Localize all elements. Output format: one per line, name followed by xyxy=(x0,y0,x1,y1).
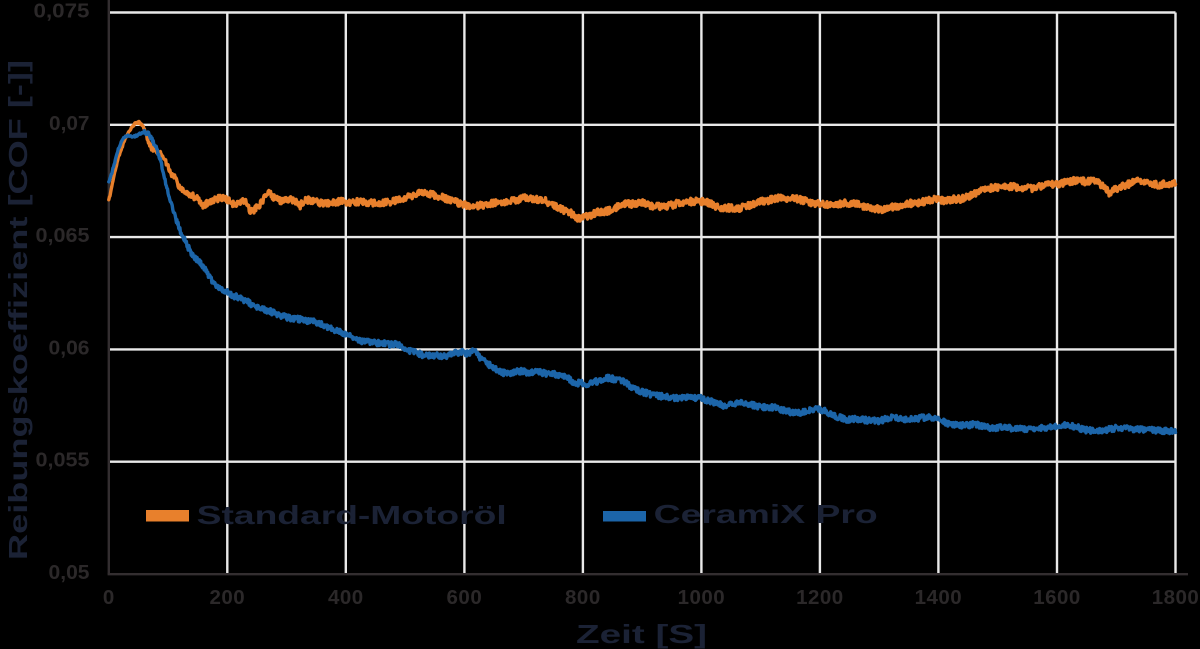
svg-text:0: 0 xyxy=(103,586,115,609)
svg-text:CeramiX Pro: CeramiX Pro xyxy=(654,499,878,529)
svg-text:200: 200 xyxy=(209,586,245,609)
svg-text:1400: 1400 xyxy=(915,586,963,609)
svg-text:1000: 1000 xyxy=(678,586,726,609)
svg-text:600: 600 xyxy=(447,586,483,609)
svg-text:Standard-Motoröl: Standard-Motoröl xyxy=(197,500,507,530)
svg-text:400: 400 xyxy=(328,586,364,609)
svg-text:0,05: 0,05 xyxy=(49,561,90,584)
svg-text:1600: 1600 xyxy=(1033,586,1081,609)
svg-text:0,065: 0,065 xyxy=(36,224,90,247)
svg-text:1200: 1200 xyxy=(796,586,844,609)
svg-text:0,055: 0,055 xyxy=(36,449,90,472)
svg-text:1800: 1800 xyxy=(1152,586,1200,609)
svg-text:0,075: 0,075 xyxy=(34,0,90,23)
svg-text:0,07: 0,07 xyxy=(49,112,90,135)
svg-text:800: 800 xyxy=(565,586,601,609)
svg-text:0,06: 0,06 xyxy=(49,336,90,359)
svg-text:Zeit [S]: Zeit [S] xyxy=(576,619,707,649)
svg-text:Reibungskoeffizient [COF [-]]: Reibungskoeffizient [COF [-]] xyxy=(3,60,33,560)
